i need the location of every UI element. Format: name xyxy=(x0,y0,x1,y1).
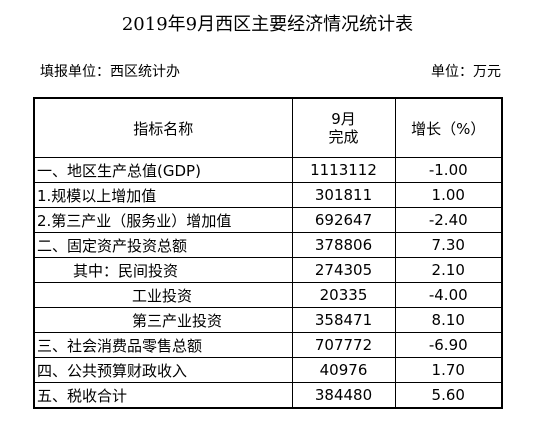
row-growth: 2.10 xyxy=(394,257,503,283)
row-value: 692647 xyxy=(291,207,396,233)
row-name: 四、公共预算财政收入 xyxy=(33,357,293,383)
row-name: 1.规模以上增加值 xyxy=(33,182,293,208)
row-growth: 1.00 xyxy=(394,182,503,208)
table-row: 五、税收合计 384480 5.60 xyxy=(33,382,503,409)
page-title: 2019年9月西区主要经济情况统计表 xyxy=(121,14,414,35)
row-value: 384480 xyxy=(291,382,396,409)
row-growth: 8.10 xyxy=(394,307,503,333)
row-value: 301811 xyxy=(291,182,396,208)
row-value: 20335 xyxy=(291,282,396,308)
row-name: 一、地区生产总值(GDP) xyxy=(33,157,293,183)
row-growth: -6.90 xyxy=(394,332,503,358)
header-month-completed: 9月 完成 xyxy=(291,97,396,158)
table-row: 其中：民间投资 274305 2.10 xyxy=(33,257,503,283)
table-header-row: 指标名称 9月 完成 增长（%） xyxy=(33,97,503,158)
table-row: 四、公共预算财政收入 40976 1.70 xyxy=(33,357,503,383)
row-growth: -4.00 xyxy=(394,282,503,308)
row-value: 707772 xyxy=(291,332,396,358)
row-name: 其中：民间投资 xyxy=(33,257,293,283)
statistics-table: 指标名称 9月 完成 增长（%） 一、地区生产总值(GDP) 1113112 -… xyxy=(33,97,503,409)
header-indicator-name: 指标名称 xyxy=(33,97,293,158)
row-growth: -2.40 xyxy=(394,207,503,233)
row-value: 1113112 xyxy=(291,157,396,183)
row-name: 五、税收合计 xyxy=(33,382,293,409)
table-row: 1.规模以上增加值 301811 1.00 xyxy=(33,182,503,208)
row-growth: -1.00 xyxy=(394,157,503,183)
row-name: 2.第三产业（服务业）增加值 xyxy=(33,207,293,233)
header-month: 9月 xyxy=(331,110,356,128)
row-name: 第三产业投资 xyxy=(33,307,293,333)
table-row: 一、地区生产总值(GDP) 1113112 -1.00 xyxy=(33,157,503,183)
unit-label: 单位：万元 xyxy=(431,64,501,80)
row-growth: 5.60 xyxy=(394,382,503,409)
header-completed: 完成 xyxy=(328,128,359,146)
table-row: 2.第三产业（服务业）增加值 692647 -2.40 xyxy=(33,207,503,233)
row-value: 358471 xyxy=(291,307,396,333)
header-growth: 增长（%） xyxy=(394,97,503,158)
row-value: 378806 xyxy=(291,232,396,258)
table-row: 三、社会消费品零售总额 707772 -6.90 xyxy=(33,332,503,358)
row-value: 40976 xyxy=(291,357,396,383)
reporting-unit: 填报单位：西区统计办 xyxy=(40,64,180,80)
row-name: 工业投资 xyxy=(33,282,293,308)
table-row: 第三产业投资 358471 8.10 xyxy=(33,307,503,333)
table-row: 二、固定资产投资总额 378806 7.30 xyxy=(33,232,503,258)
table-row: 工业投资 20335 -4.00 xyxy=(33,282,503,308)
row-value: 274305 xyxy=(291,257,396,283)
row-growth: 7.30 xyxy=(394,232,503,258)
row-growth: 1.70 xyxy=(394,357,503,383)
row-name: 三、社会消费品零售总额 xyxy=(33,332,293,358)
row-name: 二、固定资产投资总额 xyxy=(33,232,293,258)
